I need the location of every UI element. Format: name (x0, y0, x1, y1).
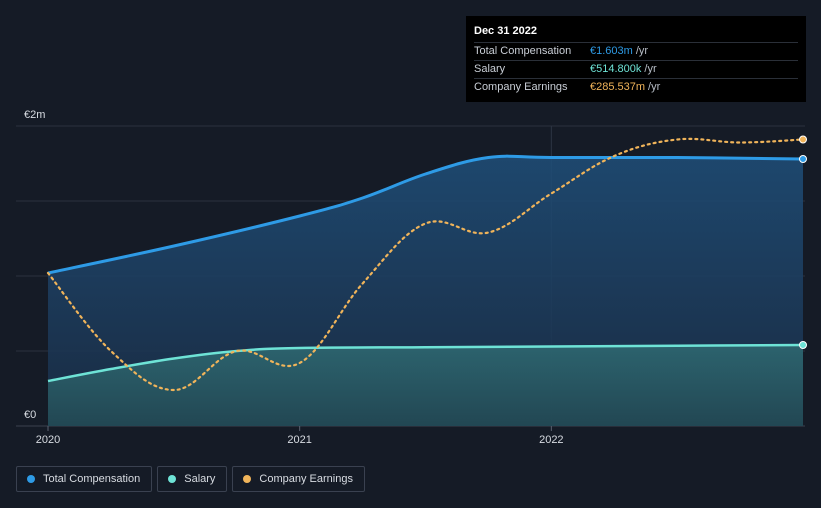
chart-legend: Total Compensation Salary Company Earnin… (16, 466, 365, 492)
legend-dot-icon (168, 475, 177, 483)
series-end-point (799, 341, 807, 349)
legend-label: Company Earnings (259, 473, 353, 485)
y-tick-label: €2m (24, 109, 45, 121)
total-compensation-line (47, 154, 804, 275)
tooltip-label: Total Compensation (474, 45, 572, 57)
tooltip-value: €514.800k (590, 63, 642, 75)
salary-area (48, 345, 803, 426)
data-tooltip: Dec 31 2022 Total Compensation €1.603m /… (466, 16, 806, 102)
legend-label: Total Compensation (43, 473, 141, 485)
area-layer (48, 156, 803, 426)
legend-label: Salary (184, 473, 216, 485)
tooltip-label: Company Earnings (474, 81, 568, 93)
tooltip-value: €285.537m (590, 81, 646, 93)
tooltip-label: Salary (474, 63, 506, 75)
tooltip-row-salary: Salary €514.800k /yr (474, 60, 798, 78)
tooltip-unit: /yr (635, 45, 649, 57)
x-tick-label: 2020 (36, 434, 60, 446)
salary-line (47, 343, 804, 383)
label-layer: €0 €2m 2020 2021 2022 (24, 109, 564, 446)
legend-dot-icon (243, 475, 252, 483)
tooltip-unit: /yr (648, 81, 661, 93)
series-end-point (799, 155, 807, 163)
line-layer (46, 135, 807, 392)
x-tick-label: 2022 (539, 434, 563, 446)
tooltip-date: Dec 31 2022 (474, 25, 537, 37)
y-tick-label: €0 (24, 409, 36, 421)
tooltip-row-company-earnings: Company Earnings €285.537m /yr (474, 78, 798, 96)
tooltip-value: €1.603m (590, 45, 633, 57)
x-tick-label: 2021 (287, 434, 311, 446)
legend-item-total-compensation[interactable]: Total Compensation (16, 466, 153, 492)
legend-dot-icon (27, 475, 35, 483)
legend-item-salary[interactable]: Salary (157, 466, 228, 492)
tooltip-row-total-compensation: Total Compensation €1.603m /yr (474, 42, 798, 60)
legend-item-company-earnings[interactable]: Company Earnings (232, 466, 365, 492)
series-end-point (799, 135, 807, 144)
tooltip-unit: /yr (644, 63, 657, 75)
company-earnings-line (46, 137, 805, 392)
